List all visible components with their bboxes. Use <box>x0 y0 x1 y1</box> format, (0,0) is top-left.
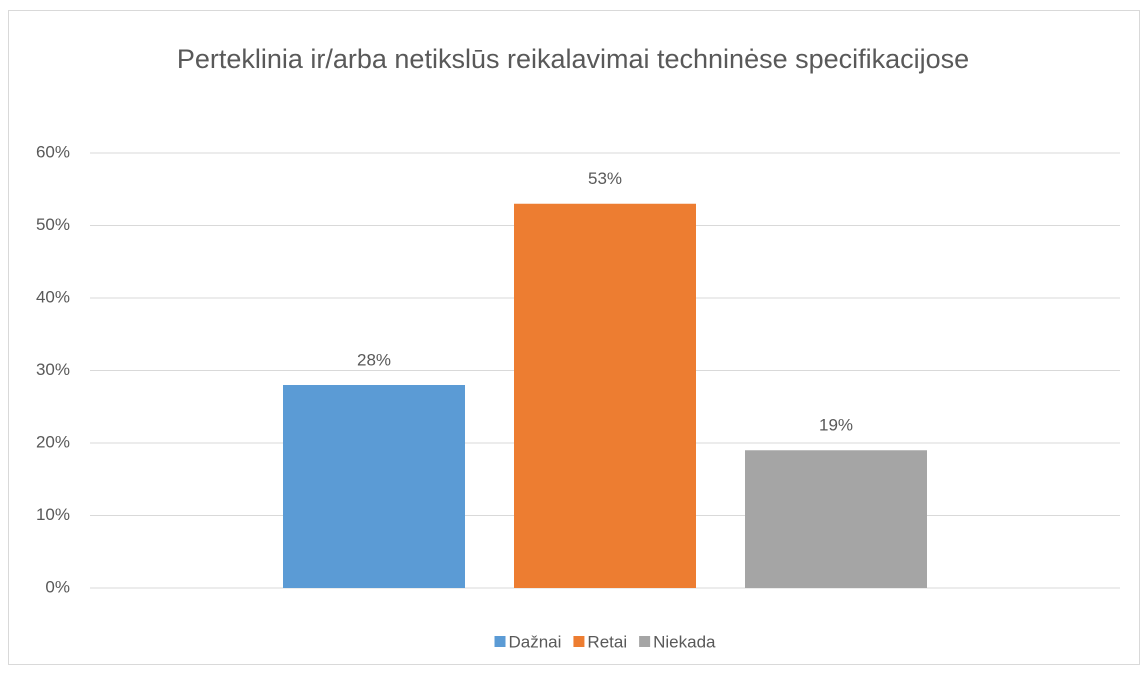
legend-label: Retai <box>587 632 627 651</box>
legend-label: Dažnai <box>509 632 562 651</box>
bar <box>283 385 465 588</box>
chart-title: Perteklinia ir/arba netikslūs reikalavim… <box>176 44 970 74</box>
y-tick-label: 40% <box>36 287 70 306</box>
data-label: 28% <box>357 350 391 369</box>
bar <box>514 203 696 588</box>
legend-swatch <box>639 636 651 647</box>
legend-swatch <box>573 636 585 647</box>
data-label: 19% <box>819 416 853 435</box>
y-tick-label: 30% <box>36 360 70 379</box>
y-tick-label: 0% <box>45 577 70 596</box>
legend-swatch <box>494 636 506 647</box>
legend-label: Niekada <box>653 632 716 651</box>
y-tick-label: 60% <box>36 142 70 161</box>
bar <box>745 450 927 588</box>
y-tick-label: 20% <box>36 432 70 451</box>
y-tick-label: 50% <box>36 215 70 234</box>
y-tick-label: 10% <box>36 505 70 524</box>
data-label: 53% <box>588 169 622 188</box>
